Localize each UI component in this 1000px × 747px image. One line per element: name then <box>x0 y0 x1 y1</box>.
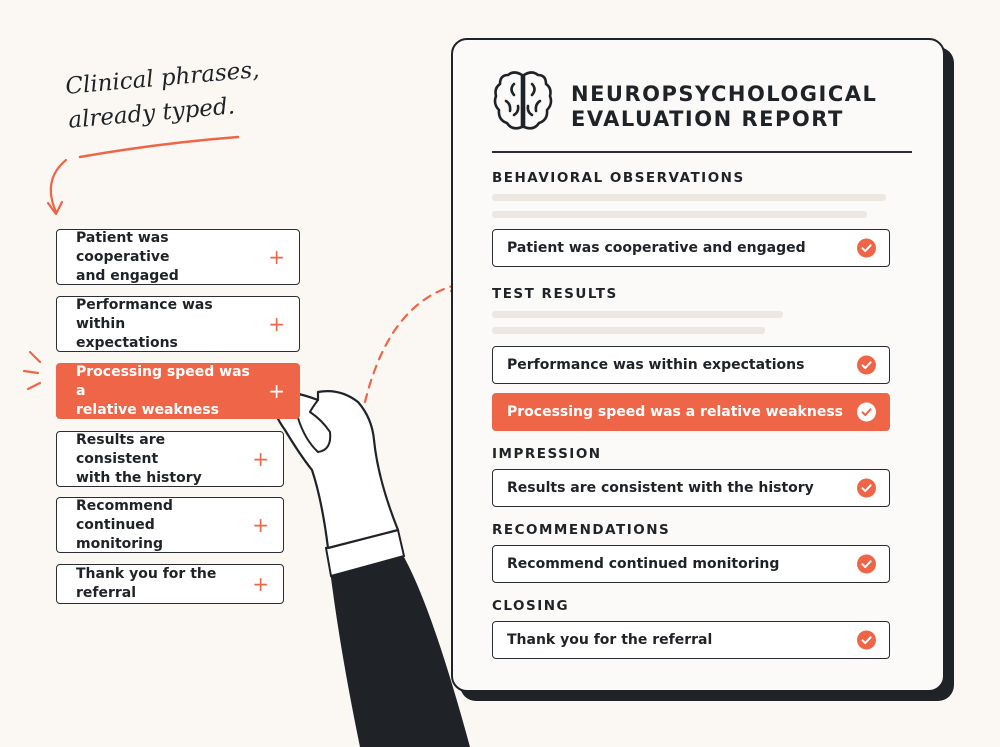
spark-left <box>22 350 42 391</box>
phrase-chip-label: Processing speed was a relative weakness <box>76 363 250 418</box>
plus-icon[interactable]: + <box>268 379 285 403</box>
check-circle-icon <box>857 478 876 498</box>
section-heading-behavioral: BEHAVIORAL OBSERVATIONS <box>492 170 745 186</box>
report-title: NEUROPSYCHOLOGICAL EVALUATION REPORT <box>571 82 878 131</box>
check-circle-icon <box>857 238 876 258</box>
section-heading-closing: CLOSING <box>492 598 570 614</box>
tagline-underline <box>78 135 240 159</box>
phrase-chip-processing-selected[interactable]: Processing speed was a relative weakness… <box>56 363 300 419</box>
section-heading-impression: IMPRESSION <box>492 446 602 462</box>
plus-icon[interactable]: + <box>268 312 285 336</box>
finger-line <box>309 399 319 413</box>
curved-arrow <box>49 158 68 214</box>
plus-icon[interactable]: + <box>252 572 269 596</box>
curved-arrow-head <box>46 200 64 216</box>
phrase-chip-label: Results are consistent with the history <box>76 431 202 486</box>
placeholder-line <box>492 194 886 201</box>
report-item-cooperative[interactable]: Patient was cooperative and engaged <box>492 229 890 267</box>
report-item-label: Results are consistent with the history <box>507 480 814 496</box>
report-item-processing-inserted[interactable]: Processing speed was a relative weakness <box>492 393 890 431</box>
sleeve <box>330 550 470 747</box>
report-item-label: Performance was within expectations <box>507 357 805 373</box>
plus-icon[interactable]: + <box>252 447 269 471</box>
report-item-label: Recommend continued monitoring <box>507 556 780 572</box>
report-item-label: Patient was cooperative and engaged <box>507 240 806 256</box>
phrase-chip-consistent[interactable]: Results are consistent with the history … <box>56 431 284 487</box>
report-item-label: Thank you for the referral <box>507 632 713 648</box>
placeholder-line <box>492 211 867 218</box>
thumb <box>297 411 332 454</box>
phrase-chip-performance[interactable]: Performance was within expectations + <box>56 296 300 352</box>
phrase-chip-monitoring[interactable]: Recommend continued monitoring + <box>56 497 284 553</box>
brain-icon <box>493 71 553 130</box>
placeholder-line <box>492 311 783 318</box>
phrase-chip-cooperative[interactable]: Patient was cooperative and engaged + <box>56 229 300 285</box>
plus-icon[interactable]: + <box>268 245 285 269</box>
phrase-chip-label: Patient was cooperative and engaged <box>76 229 179 284</box>
check-circle-icon <box>857 402 876 422</box>
phrase-chip-label: Thank you for the referral <box>76 566 217 601</box>
title-divider <box>492 151 912 153</box>
check-circle-icon <box>857 630 876 650</box>
phrase-chip-label: Recommend continued monitoring <box>76 497 173 552</box>
section-heading-test-results: TEST RESULTS <box>492 286 618 302</box>
phrase-chip-label: Performance was within expectations <box>76 296 213 351</box>
report-item-referral[interactable]: Thank you for the referral <box>492 621 890 659</box>
report-item-monitoring[interactable]: Recommend continued monitoring <box>492 545 890 583</box>
report-item-consistent[interactable]: Results are consistent with the history <box>492 469 890 507</box>
check-circle-icon <box>857 355 876 375</box>
dashed-arrow <box>363 282 462 404</box>
phrase-chip-referral[interactable]: Thank you for the referral + <box>56 564 284 604</box>
placeholder-line <box>492 327 765 334</box>
section-heading-recommendations: RECOMMENDATIONS <box>492 522 671 538</box>
check-circle-icon <box>857 554 876 574</box>
report-item-label: Processing speed was a relative weakness <box>507 404 843 420</box>
report-item-performance[interactable]: Performance was within expectations <box>492 346 890 384</box>
plus-icon[interactable]: + <box>252 513 269 537</box>
